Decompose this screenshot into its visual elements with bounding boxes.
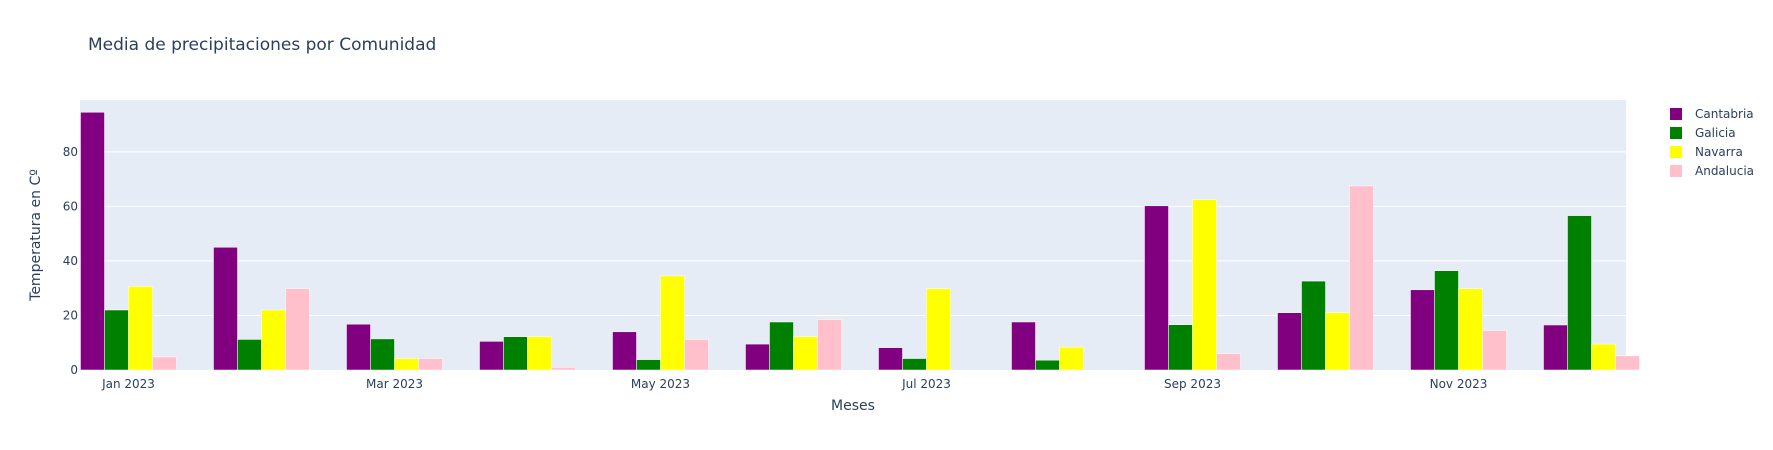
legend: Cantabria Galicia Navarra Andalucia <box>1670 107 1754 178</box>
bar-andalucia <box>817 319 842 371</box>
bar-cantabria <box>346 323 371 371</box>
y-tick-label: 0 <box>70 363 78 377</box>
bar-galicia <box>237 339 262 371</box>
bar-cantabria <box>1011 321 1036 371</box>
bar-cantabria <box>1144 205 1169 371</box>
bar-navarra <box>1192 199 1217 371</box>
y-tick-label: 40 <box>63 254 78 268</box>
x-tick-label: Mar 2023 <box>366 377 423 391</box>
legend-swatch-andalucia[interactable] <box>1670 165 1682 177</box>
bar-cantabria <box>213 247 238 371</box>
legend-label-andalucia[interactable]: Andalucia <box>1695 164 1754 178</box>
bar-andalucia <box>152 356 177 371</box>
bar-galicia <box>1301 280 1326 371</box>
bar-cantabria <box>612 331 637 371</box>
bar-navarra <box>1325 312 1350 371</box>
bar-andalucia <box>285 288 310 371</box>
y-tick-label: 80 <box>63 145 78 159</box>
legend-label-cantabria[interactable]: Cantabria <box>1695 107 1754 121</box>
chart-title: Media de precipitaciones por Comunidad <box>88 35 436 55</box>
bar-andalucia <box>1482 330 1507 371</box>
bar-galicia <box>370 338 395 371</box>
bar-navarra <box>660 275 685 371</box>
bar-cantabria <box>1277 312 1302 371</box>
bar-galicia <box>636 359 661 371</box>
bar-andalucia <box>1349 185 1374 371</box>
legend-label-navarra[interactable]: Navarra <box>1695 145 1743 159</box>
bar-navarra <box>926 288 951 371</box>
x-tick-label: Jan 2023 <box>101 377 155 391</box>
bars <box>80 112 1640 371</box>
bar-andalucia <box>684 339 709 371</box>
y-tick-labels: 0 20 40 60 80 <box>63 145 78 377</box>
bar-galicia <box>503 336 528 371</box>
legend-swatch-cantabria[interactable] <box>1670 108 1682 120</box>
bar-navarra <box>527 336 552 371</box>
bar-galicia <box>902 358 927 371</box>
bar-galicia <box>1567 215 1592 371</box>
bar-cantabria <box>1543 324 1568 371</box>
x-tick-label: May 2023 <box>631 377 690 391</box>
bar-navarra <box>1591 343 1616 371</box>
bar-navarra <box>1458 288 1483 371</box>
bar-cantabria <box>479 341 504 371</box>
bar-galicia <box>769 321 794 371</box>
y-axis-title: Temperatura en Cº <box>28 169 44 302</box>
bar-andalucia <box>1216 353 1241 371</box>
bar-cantabria <box>1410 289 1435 371</box>
bar-andalucia <box>551 367 576 371</box>
y-tick-label: 60 <box>63 199 78 213</box>
legend-label-galicia[interactable]: Galicia <box>1695 126 1736 140</box>
x-tick-label: Jul 2023 <box>901 377 951 391</box>
y-tick-label: 20 <box>63 308 78 322</box>
bar-navarra <box>793 336 818 371</box>
x-tick-labels: Jan 2023 Mar 2023 May 2023 Jul 2023 Sep 2023… <box>101 377 1487 391</box>
bar-navarra <box>261 309 286 371</box>
bar-galicia <box>1434 270 1459 371</box>
bar-navarra <box>1059 346 1084 371</box>
x-tick-label: Nov 2023 <box>1430 377 1488 391</box>
bar-galicia <box>104 309 129 371</box>
plot-area <box>80 100 1626 370</box>
legend-swatch-navarra[interactable] <box>1670 146 1682 158</box>
bar-galicia <box>1035 359 1060 371</box>
bar-cantabria <box>878 347 903 371</box>
bar-cantabria <box>745 343 770 371</box>
bar-andalucia <box>418 358 443 371</box>
bar-galicia <box>1168 324 1193 371</box>
bar-navarra <box>128 286 153 371</box>
x-tick-label: Sep 2023 <box>1164 377 1221 391</box>
x-axis-title: Meses <box>831 398 875 414</box>
bar-cantabria <box>80 112 105 371</box>
bar-andalucia <box>1615 355 1640 371</box>
bar-navarra <box>394 358 419 371</box>
legend-swatch-galicia[interactable] <box>1670 127 1682 139</box>
